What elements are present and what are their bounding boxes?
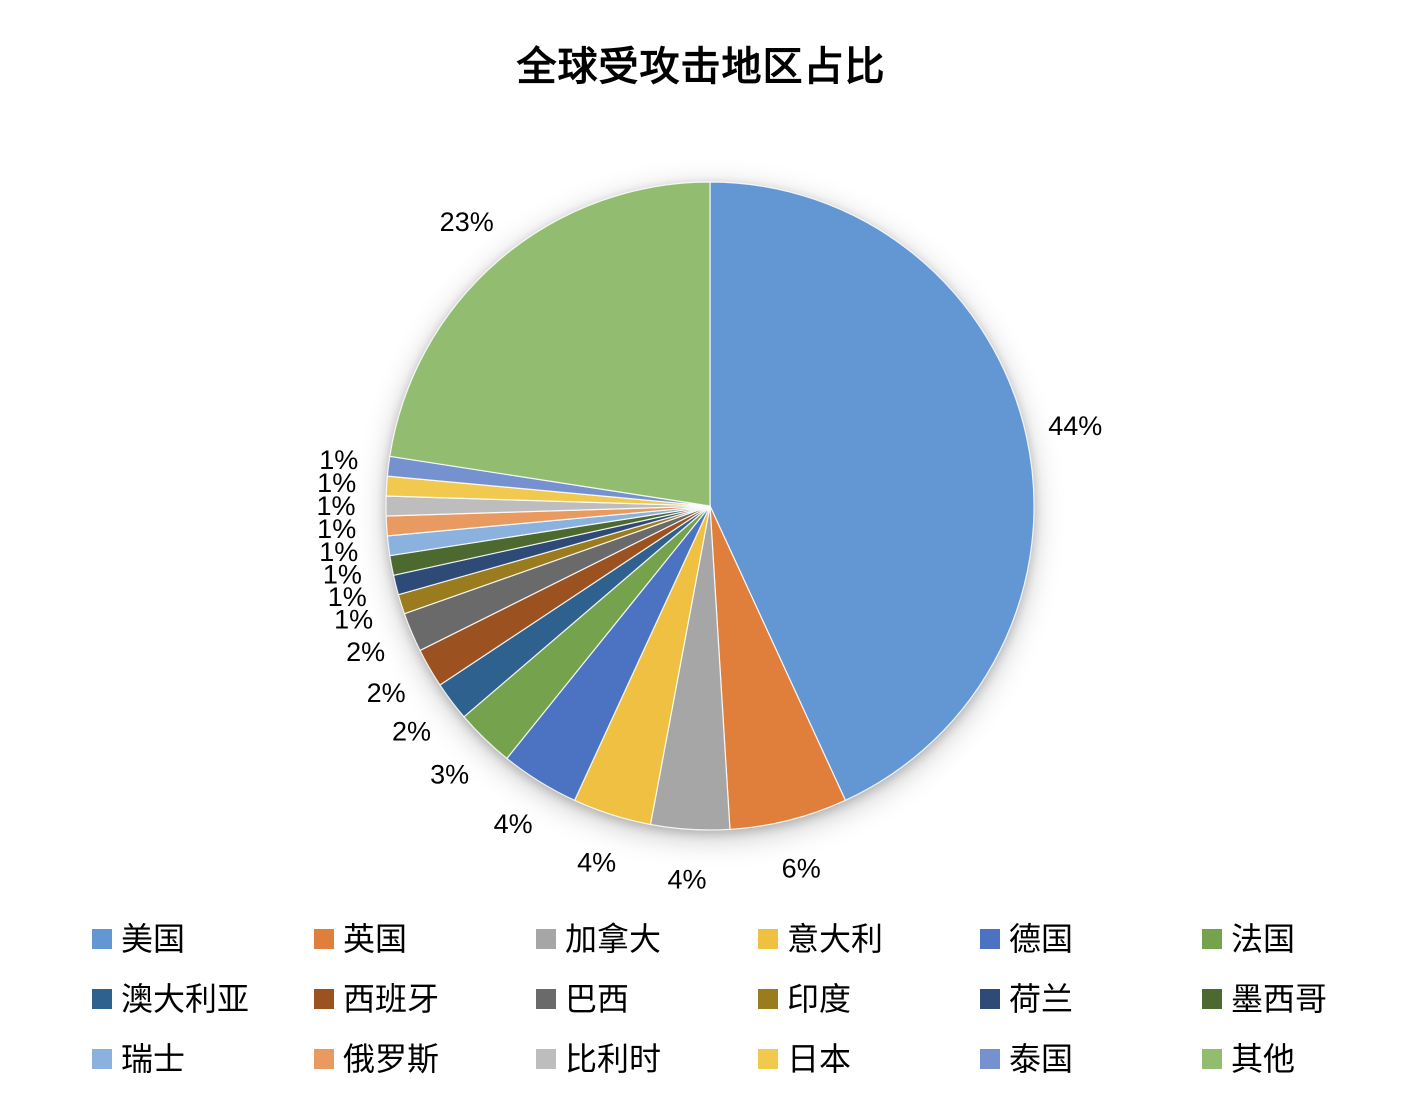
legend-item-switzerland: 瑞士 bbox=[92, 1042, 185, 1076]
pie-label-brazil: 2% bbox=[346, 637, 385, 667]
legend-label-belgium: 比利时 bbox=[565, 1041, 662, 1077]
legend-swatch-netherlands bbox=[980, 989, 1000, 1009]
legend-item-usa: 美国 bbox=[92, 922, 185, 956]
legend-swatch-uk bbox=[314, 929, 334, 949]
pie-label-netherlands: 1% bbox=[328, 582, 367, 612]
legend-item-australia: 澳大利亚 bbox=[92, 982, 249, 1016]
legend-label-other: 其他 bbox=[1231, 1041, 1296, 1077]
pie-label-uk: 6% bbox=[782, 854, 821, 884]
pie-chart: 44%6%4%4%4%3%2%2%2%1%1%1%1%1%1%1%1%23% bbox=[316, 181, 1102, 894]
legend-label-usa: 美国 bbox=[121, 921, 186, 957]
legend-item-india: 印度 bbox=[758, 982, 851, 1016]
legend-swatch-india bbox=[758, 989, 778, 1009]
legend-label-australia: 澳大利亚 bbox=[121, 981, 250, 1017]
pie-label-switzerland: 1% bbox=[319, 537, 358, 567]
legend-swatch-belgium bbox=[536, 1049, 556, 1069]
pie-label-japan: 1% bbox=[317, 468, 356, 498]
pie-label-belgium: 1% bbox=[316, 491, 355, 521]
pie-label-italy: 4% bbox=[577, 847, 616, 877]
legend-item-brazil: 巴西 bbox=[536, 982, 629, 1016]
pie-label-spain: 2% bbox=[367, 678, 406, 708]
pie-label-other: 23% bbox=[440, 207, 494, 237]
pie-label-usa: 44% bbox=[1048, 411, 1102, 441]
legend-item-other: 其他 bbox=[1202, 1042, 1295, 1076]
chart-title: 全球受攻击地区占比 bbox=[516, 45, 886, 89]
legend-label-uk: 英国 bbox=[343, 921, 408, 957]
legend-swatch-japan bbox=[758, 1049, 778, 1069]
pie-label-india: 1% bbox=[334, 604, 373, 634]
legend-item-uk: 英国 bbox=[314, 922, 407, 956]
legend-label-brazil: 巴西 bbox=[565, 981, 630, 1017]
pie-slices-group bbox=[385, 181, 1035, 831]
legend-label-canada: 加拿大 bbox=[565, 921, 662, 957]
legend-item-mexico: 墨西哥 bbox=[1202, 982, 1327, 1016]
legend-swatch-brazil bbox=[536, 989, 556, 1009]
legend-label-japan: 日本 bbox=[787, 1041, 852, 1077]
legend-swatch-france bbox=[1202, 929, 1222, 949]
legend-item-netherlands: 荷兰 bbox=[980, 982, 1073, 1016]
pie-label-mexico: 1% bbox=[323, 560, 362, 590]
legend-swatch-australia bbox=[92, 989, 112, 1009]
pie-labels-group: 44%6%4%4%4%3%2%2%2%1%1%1%1%1%1%1%1%23% bbox=[316, 207, 1102, 894]
legend-swatch-spain bbox=[314, 989, 334, 1009]
legend-swatch-italy bbox=[758, 929, 778, 949]
legend-item-france: 法国 bbox=[1202, 922, 1295, 956]
legend-label-mexico: 墨西哥 bbox=[1231, 981, 1328, 1017]
pie-slice-other bbox=[389, 181, 711, 507]
legend-item-germany: 德国 bbox=[980, 922, 1073, 956]
legend-item-thailand: 泰国 bbox=[980, 1042, 1073, 1076]
legend-item-spain: 西班牙 bbox=[314, 982, 439, 1016]
pie-label-germany: 4% bbox=[494, 809, 533, 839]
legend-label-thailand: 泰国 bbox=[1009, 1041, 1074, 1077]
legend-item-canada: 加拿大 bbox=[536, 922, 661, 956]
pie-label-thailand: 1% bbox=[319, 445, 358, 475]
legend-label-germany: 德国 bbox=[1009, 921, 1074, 957]
legend-label-italy: 意大利 bbox=[787, 921, 884, 957]
legend-label-spain: 西班牙 bbox=[343, 981, 440, 1017]
legend-swatch-canada bbox=[536, 929, 556, 949]
pie-label-france: 3% bbox=[430, 760, 469, 790]
pie-label-australia: 2% bbox=[392, 716, 431, 746]
legend-label-france: 法国 bbox=[1231, 921, 1296, 957]
pie-slice-usa bbox=[709, 181, 1035, 801]
pie-label-russia: 1% bbox=[317, 514, 356, 544]
legend-swatch-usa bbox=[92, 929, 112, 949]
legend-label-russia: 俄罗斯 bbox=[343, 1041, 440, 1077]
pie-label-canada: 4% bbox=[667, 864, 706, 894]
legend-swatch-other bbox=[1202, 1049, 1222, 1069]
legend-label-switzerland: 瑞士 bbox=[121, 1041, 186, 1077]
legend-label-netherlands: 荷兰 bbox=[1009, 981, 1074, 1017]
legend-item-italy: 意大利 bbox=[758, 922, 883, 956]
legend-swatch-switzerland bbox=[92, 1049, 112, 1069]
legend-swatch-germany bbox=[980, 929, 1000, 949]
legend-label-india: 印度 bbox=[787, 981, 852, 1017]
legend-swatch-thailand bbox=[980, 1049, 1000, 1069]
legend-item-belgium: 比利时 bbox=[536, 1042, 661, 1076]
legend-item-japan: 日本 bbox=[758, 1042, 851, 1076]
legend-item-russia: 俄罗斯 bbox=[314, 1042, 439, 1076]
legend-swatch-mexico bbox=[1202, 989, 1222, 1009]
legend-swatch-russia bbox=[314, 1049, 334, 1069]
